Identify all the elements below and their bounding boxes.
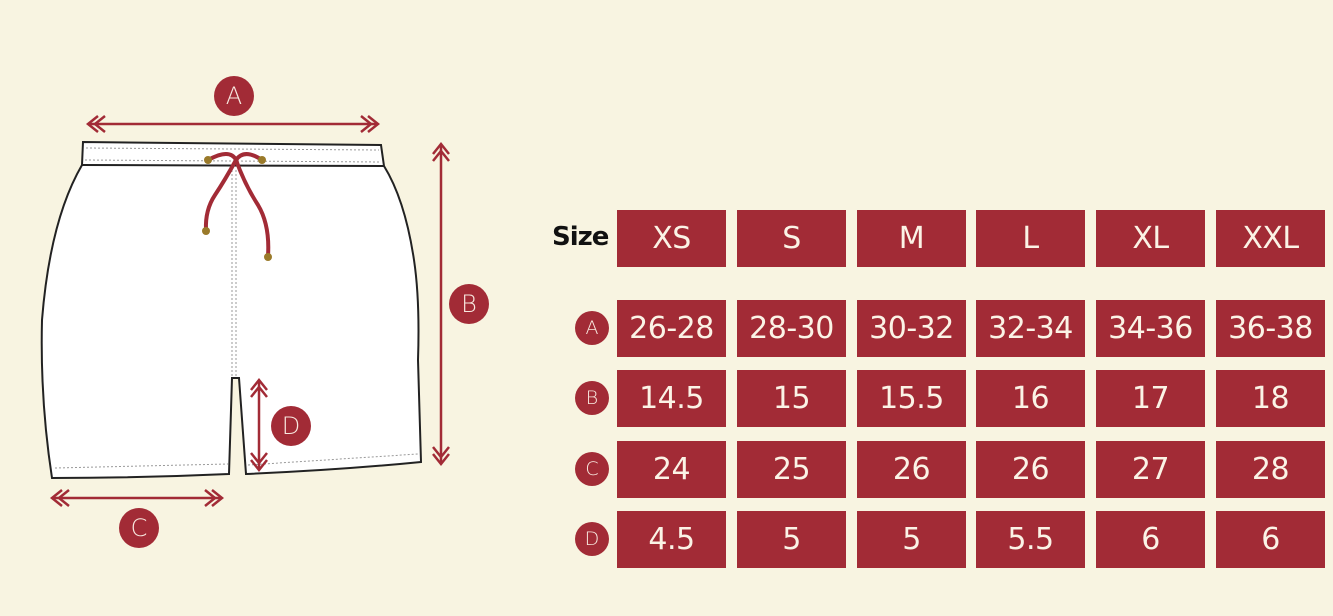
dimension-label-d: D: [271, 406, 311, 446]
measurement-cell: 26: [976, 441, 1085, 498]
size-header-cell: XS: [617, 210, 726, 267]
measurement-cell: 5: [737, 511, 846, 568]
measurement-cell: 32-34: [976, 300, 1085, 357]
measurement-cell: 4.5: [617, 511, 726, 568]
measurement-cell: 6: [1096, 511, 1205, 568]
size-header-cell: XL: [1096, 210, 1205, 267]
row-label-b: B: [575, 381, 609, 415]
measurement-cell: 18: [1216, 370, 1325, 427]
measurement-cell: 26: [857, 441, 966, 498]
measurement-cell: 16: [976, 370, 1085, 427]
measurement-cell: 26-28: [617, 300, 726, 357]
size-header-cell: S: [737, 210, 846, 267]
drawstring: [203, 152, 271, 258]
shorts-illustration: [40, 115, 450, 507]
measurement-cell: 14.5: [617, 370, 726, 427]
measurement-cell: 5.5: [976, 511, 1085, 568]
row-label-a: A: [575, 311, 609, 345]
measurement-cell: 6: [1216, 511, 1325, 568]
measurement-cell: 27: [1096, 441, 1205, 498]
measurement-cell: 34-36: [1096, 300, 1205, 357]
shorts-outline: [40, 140, 423, 480]
size-header-cell: M: [857, 210, 966, 267]
measurement-cell: 28: [1216, 441, 1325, 498]
row-label-d: D: [575, 522, 609, 556]
measurement-cell: 24: [617, 441, 726, 498]
measurement-cell: 17: [1096, 370, 1205, 427]
size-header-cell: XXL: [1216, 210, 1325, 267]
measurement-cell: 28-30: [737, 300, 846, 357]
measurement-cell: 36-38: [1216, 300, 1325, 357]
measurement-cell: 15: [737, 370, 846, 427]
size-header-label: Size: [552, 222, 609, 252]
dimension-label-a: A: [214, 76, 254, 116]
size-header-cell: L: [976, 210, 1085, 267]
dimension-label-b: B: [449, 284, 489, 324]
measurement-cell: 15.5: [857, 370, 966, 427]
measurement-cell: 25: [737, 441, 846, 498]
measure-arrows: [49, 115, 450, 507]
measurement-cell: 30-32: [857, 300, 966, 357]
measurement-cell: 5: [857, 511, 966, 568]
dimension-label-c: C: [119, 508, 159, 548]
row-label-c: C: [575, 452, 609, 486]
